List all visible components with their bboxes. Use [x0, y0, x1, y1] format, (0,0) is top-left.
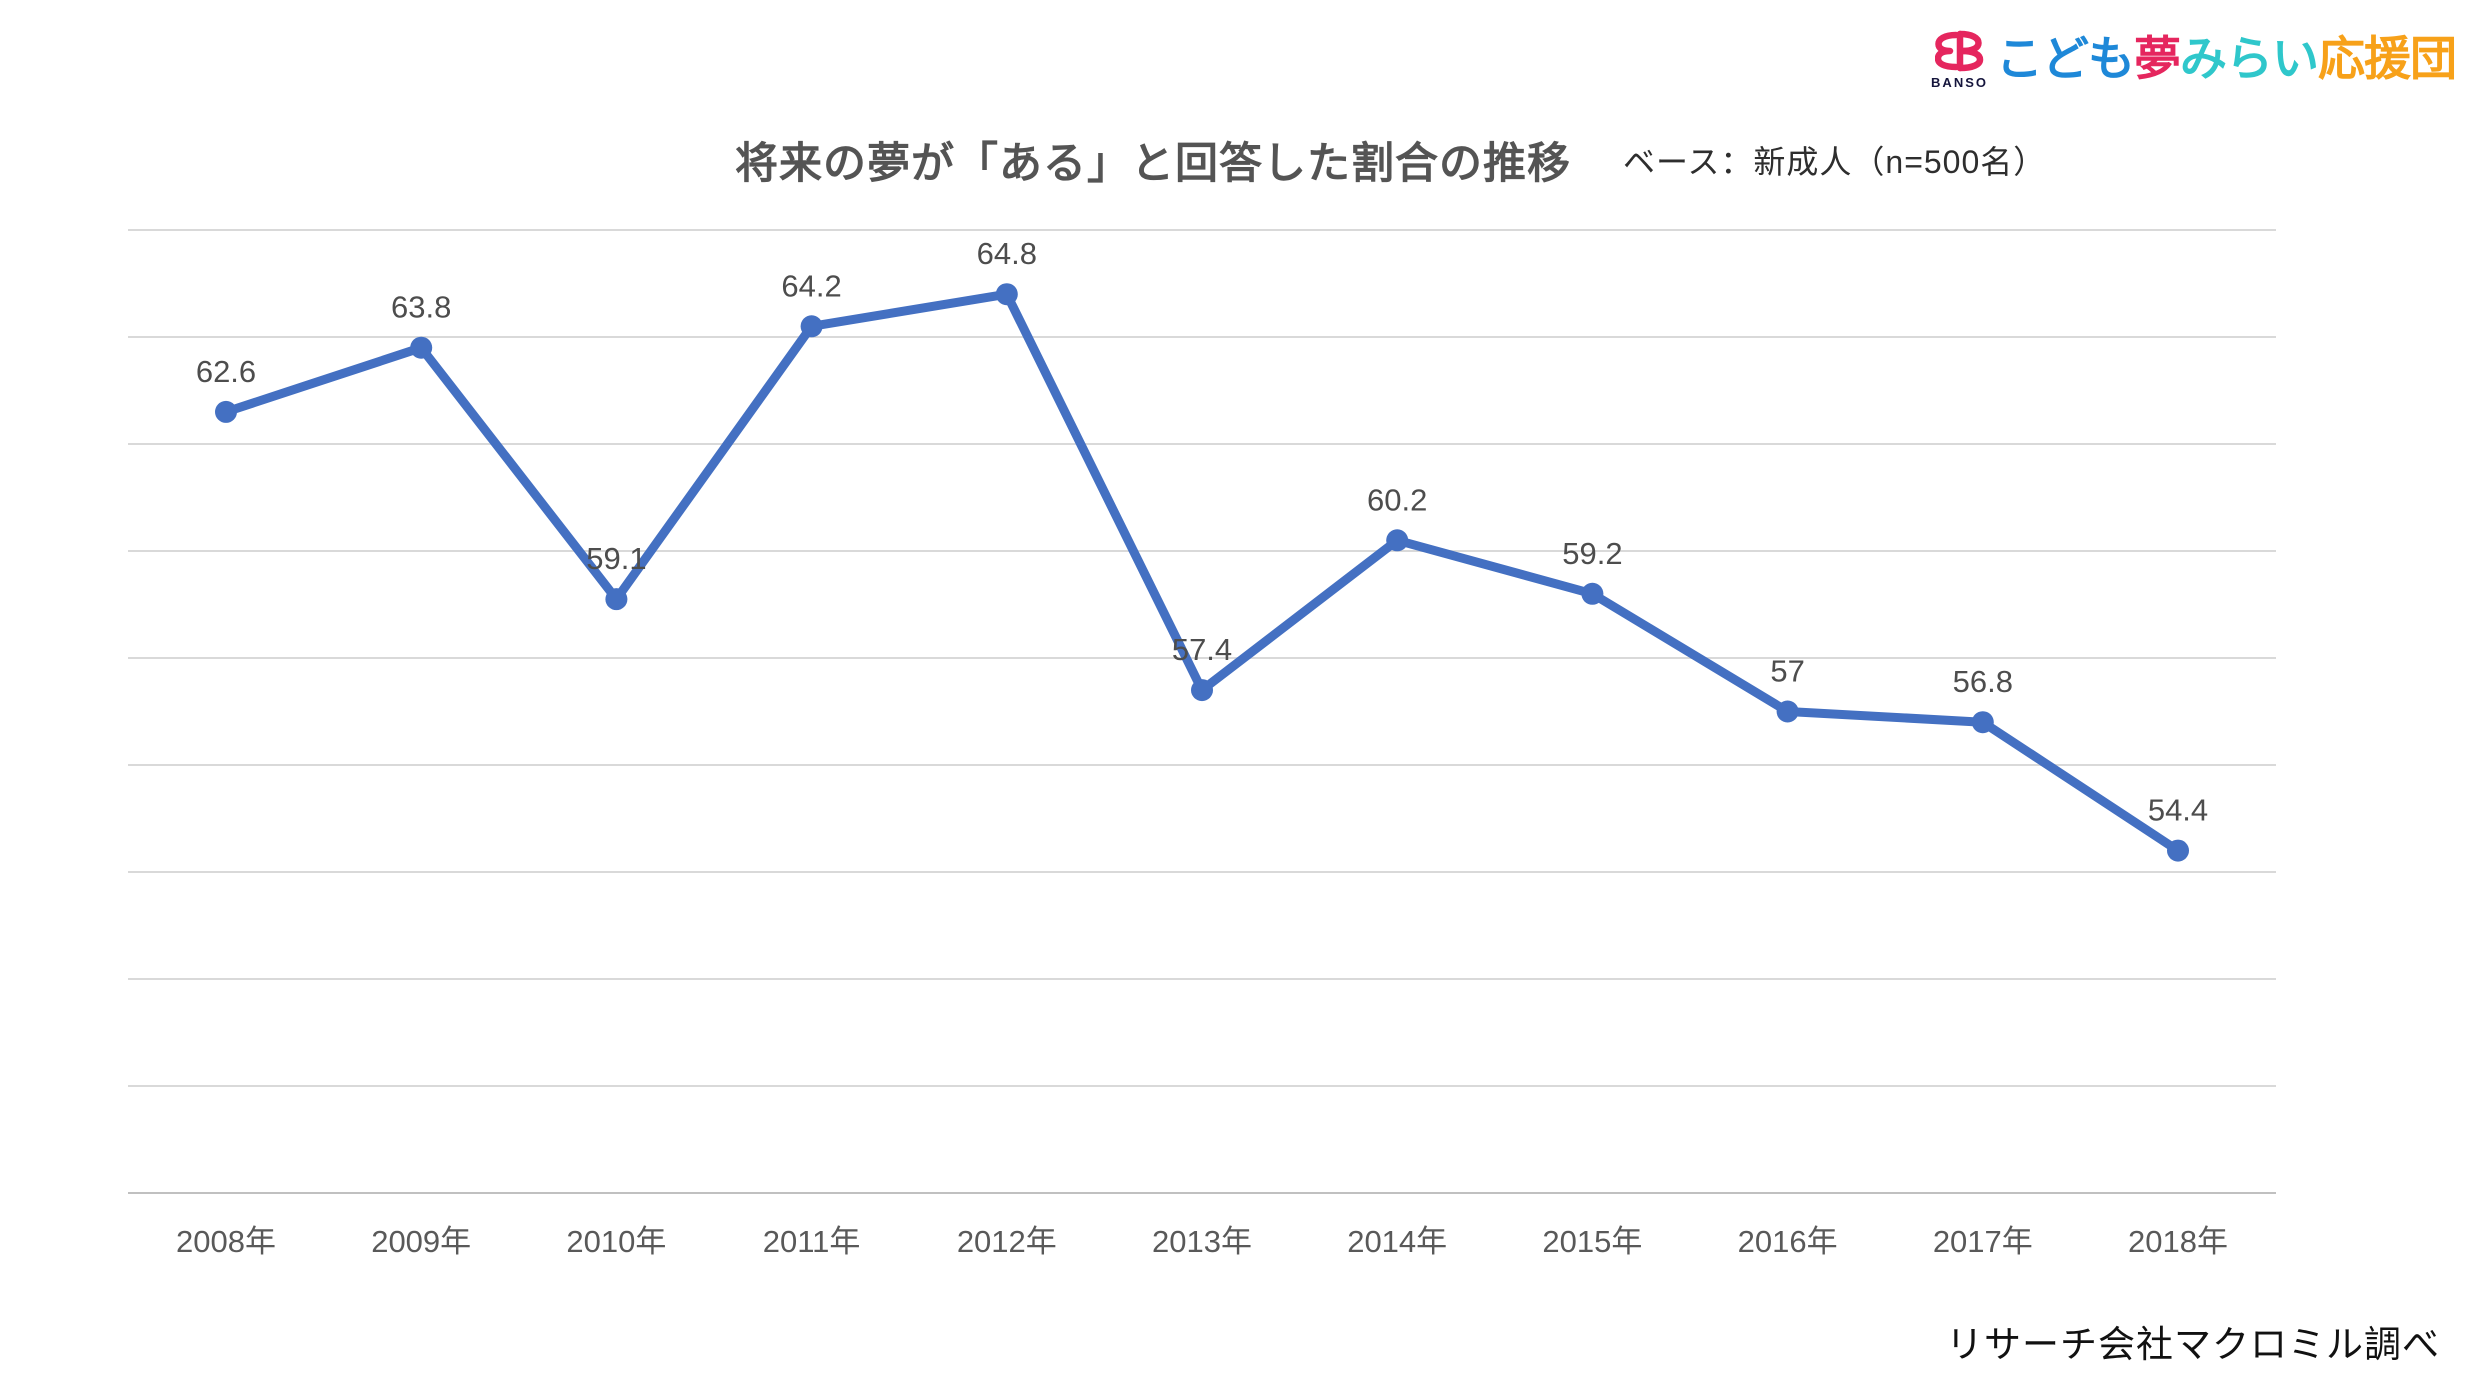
data-point-2012年	[995, 283, 1018, 306]
x-axis-label: 2009年	[371, 1224, 471, 1259]
logo-text-segment: みらい	[2180, 31, 2319, 85]
data-label: 63.8	[391, 290, 451, 325]
data-label: 64.8	[977, 236, 1037, 271]
banso-b-stroke	[1934, 31, 1959, 70]
chart-title: 将来の夢が「ある」と回答した割合の推移	[735, 140, 1571, 188]
x-axis-label: 2015年	[1542, 1224, 1642, 1259]
x-axis-label: 2012年	[957, 1224, 1057, 1259]
x-axis-label: 2010年	[566, 1224, 666, 1259]
data-point-2013年	[1191, 679, 1213, 702]
logo-mark: BANSO	[1931, 28, 1988, 89]
source-note: リサーチ会社マクロミル調べ	[1946, 1324, 2440, 1365]
data-label: 62.6	[196, 354, 256, 389]
data-label: 56.8	[1953, 664, 2013, 699]
data-label: 57.4	[1172, 632, 1232, 667]
chart-subtitle: ベース：新成人（n=500名）	[1623, 144, 2047, 180]
data-point-2008年	[215, 400, 237, 423]
data-point-2009年	[410, 336, 433, 359]
data-label: 54.4	[2148, 793, 2208, 828]
banso-b-stroke	[1956, 47, 1983, 71]
logo: BANSO こども夢みらい応援団	[1931, 8, 2457, 108]
data-point-2015年	[1581, 582, 1604, 605]
logo-title: こども夢みらい応援団	[1996, 31, 2457, 85]
data-label: 59.2	[1562, 536, 1622, 571]
chart-header: 将来の夢が「ある」と回答した割合の推移 ベース：新成人（n=500名）	[735, 128, 2046, 192]
data-point-2010年	[605, 588, 628, 611]
data-point-2018年	[2167, 839, 2189, 862]
x-axis-label: 2014年	[1347, 1224, 1447, 1259]
x-axis-label: 2013年	[1152, 1224, 1252, 1259]
data-label: 64.2	[781, 268, 841, 303]
data-point-2011年	[800, 315, 823, 338]
logo-text-segment: 夢	[2134, 31, 2181, 85]
data-label: 59.1	[586, 541, 646, 576]
logo-text-segment: こども	[1996, 31, 2135, 85]
x-axis-label: 2018年	[2128, 1224, 2228, 1259]
trend-line	[221, 289, 2183, 856]
logo-banso-text: BANSO	[1931, 74, 1988, 90]
data-point-2017年	[1971, 711, 1994, 734]
data-label: 60.2	[1367, 482, 1427, 517]
data-point-2014年	[1386, 529, 1409, 552]
data-point-2016年	[1776, 700, 1799, 723]
x-axis-label: 2016年	[1738, 1224, 1838, 1259]
x-axis-label: 2011年	[763, 1224, 861, 1259]
logo-text-segment: 応援団	[2318, 31, 2457, 85]
x-axis-label: 2008年	[176, 1224, 276, 1259]
data-label: 57	[1770, 654, 1804, 689]
x-axis-label: 2017年	[1933, 1224, 2033, 1259]
banso-b-icon	[1934, 30, 1983, 71]
